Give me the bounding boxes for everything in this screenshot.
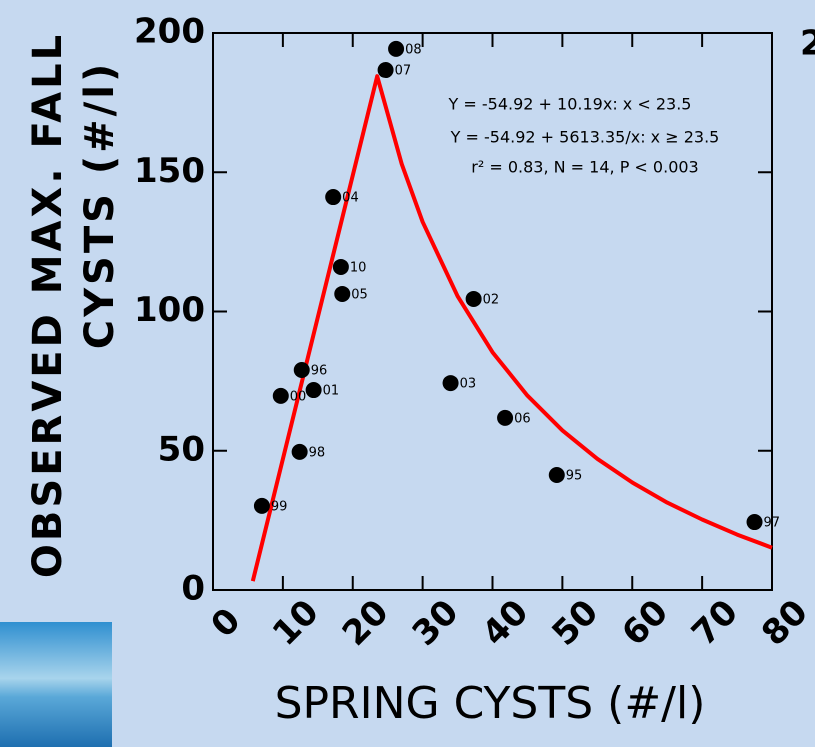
data-point [272, 387, 289, 404]
x-tick-label: 40 [475, 592, 537, 654]
data-point [325, 189, 342, 206]
data-point [332, 258, 349, 275]
x-tick-label: 70 [684, 592, 746, 654]
point-label: 98 [309, 445, 326, 460]
point-label: 96 [311, 363, 328, 378]
y-tick-label: 200 [134, 12, 205, 52]
point-label: 10 [350, 260, 367, 275]
data-point [442, 375, 459, 392]
point-label: 02 [483, 292, 500, 307]
x-tick-label: 20 [335, 592, 397, 654]
data-point [253, 497, 270, 514]
point-label: 95 [566, 468, 583, 483]
fit-line [250, 74, 773, 582]
annotation: r² = 0.83, N = 14, P < 0.003 [471, 158, 698, 177]
point-label: 07 [395, 64, 412, 79]
data-point [465, 290, 482, 307]
data-point [293, 361, 310, 378]
data-point [334, 285, 351, 302]
point-label: 97 [764, 516, 781, 531]
point-label: 08 [405, 42, 422, 57]
y-tick-label: 0 [181, 569, 205, 609]
y-axis-title: CYSTS (#/l) [77, 61, 123, 350]
x-tick-label: 60 [614, 592, 676, 654]
data-point [388, 40, 405, 57]
point-label: 01 [323, 384, 340, 399]
annotations: Y = -54.92 + 10.19x: x < 23.5 Y = -54.92… [448, 95, 720, 177]
x-axis-title: SPRING CYSTS (#/l) [275, 678, 706, 729]
y-tick-label: 50 [158, 429, 205, 469]
point-label: 04 [342, 191, 359, 206]
edge-text: 2 [800, 24, 815, 64]
sea-image [0, 622, 112, 747]
y-axis-title: OBSERVED MAX. FALL [25, 32, 71, 578]
data-point [377, 62, 394, 79]
x-tick-label: 50 [544, 592, 606, 654]
point-label: 03 [460, 377, 477, 392]
annotation: Y = -54.92 + 5613.35/x: x ≥ 23.5 [450, 128, 720, 147]
data-point [291, 443, 308, 460]
point-label: 05 [351, 287, 368, 302]
data-point [548, 466, 565, 483]
x-tick-label: 80 [754, 592, 815, 654]
y-tick-label: 100 [134, 290, 205, 330]
x-tick-label: 0 [203, 600, 248, 645]
point-label: 99 [271, 499, 288, 514]
y-tick-label: 150 [134, 151, 205, 191]
data-point [305, 382, 322, 399]
point-label: 00 [290, 389, 307, 404]
x-tick-label: 10 [265, 592, 327, 654]
point-label: 06 [514, 411, 531, 426]
data-point [497, 409, 514, 426]
annotation: Y = -54.92 + 10.19x: x < 23.5 [448, 95, 692, 114]
plot-frame [212, 32, 773, 591]
data-point [746, 514, 763, 531]
x-tick-label: 30 [405, 592, 467, 654]
